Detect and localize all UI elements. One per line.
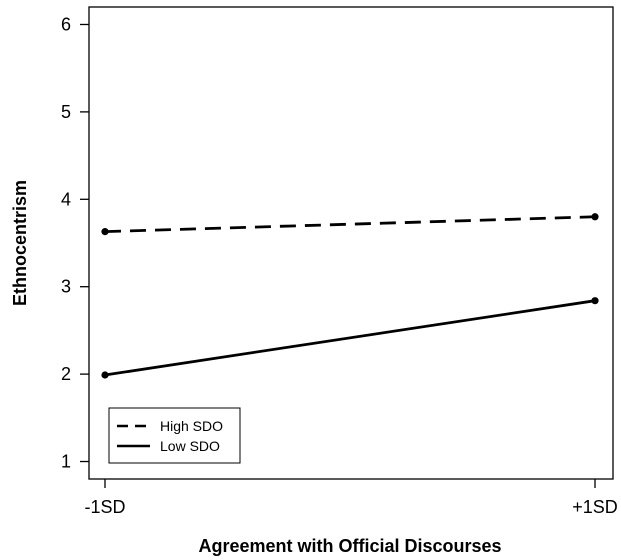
y-tick-label-6: 6: [61, 14, 71, 34]
point-high-sdo-1: [591, 213, 599, 221]
series-line-high-sdo: [104, 215, 596, 234]
plot-frame: [88, 6, 614, 480]
x-tick-label-1: +1SD: [572, 497, 618, 517]
x-axis: -1SD +1SD: [84, 479, 618, 517]
point-low-sdo-0: [101, 371, 109, 379]
y-tick-label-5: 5: [61, 102, 71, 122]
series-layer: [101, 213, 599, 379]
legend-label-low-sdo: Low SDO: [160, 438, 220, 454]
point-low-sdo-1: [591, 297, 599, 305]
x-axis-title: Agreement with Official Discourses: [198, 536, 501, 556]
legend-label-high-sdo: High SDO: [160, 418, 223, 434]
legend: High SDO Low SDO: [108, 407, 241, 464]
y-axis-title: Ethnocentrism: [10, 180, 30, 306]
y-tick-label-1: 1: [61, 452, 71, 472]
x-tick-label-0: -1SD: [84, 497, 125, 517]
y-axis: 1 2 3 4 5 6: [61, 14, 89, 472]
point-high-sdo-0: [101, 228, 109, 236]
y-tick-label-3: 3: [61, 277, 71, 297]
y-tick-label-2: 2: [61, 364, 71, 384]
series-line-low-sdo: [104, 299, 596, 377]
y-tick-label-4: 4: [61, 189, 71, 209]
legend-box: [108, 407, 241, 464]
